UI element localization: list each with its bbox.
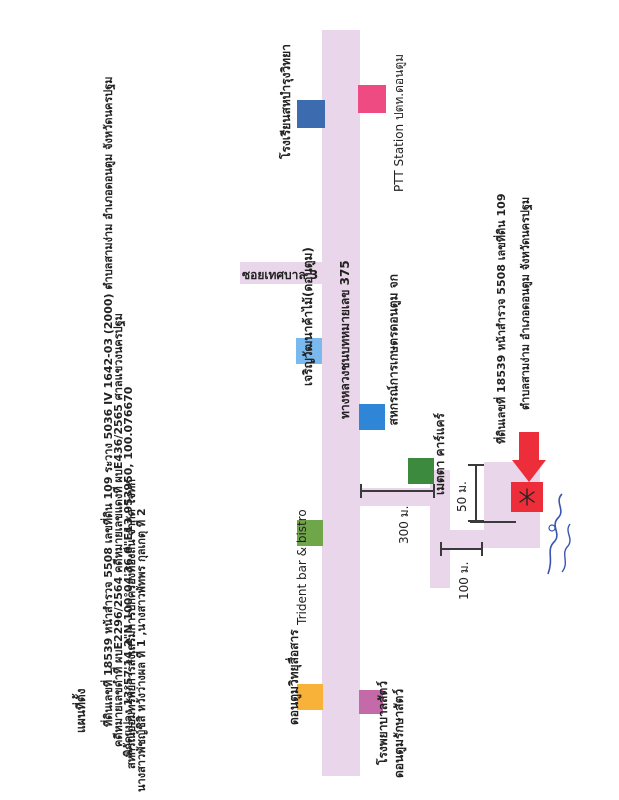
signature-scribble — [547, 493, 571, 575]
animal-hospital-marker — [359, 690, 383, 714]
coop-label: สหกรณ์การเกษตรดอนตูม จก — [386, 274, 401, 426]
dist-300-tick-b — [433, 484, 435, 498]
radio-shop-marker — [297, 684, 323, 710]
soi-tessaban-3-road — [240, 262, 322, 284]
dist-300-bar — [361, 490, 435, 492]
soi-label: ซอยเทศบาล 3 — [242, 268, 319, 282]
dist-100-bar — [441, 548, 483, 550]
dist-50-tick-top — [468, 464, 484, 466]
plot-asterisk-icon — [519, 488, 535, 506]
ptt-label: PTT Station ปตท.ดอนตูม — [392, 53, 406, 192]
side-road-horizontal — [360, 488, 432, 506]
school-label: โรงเรียนสหบำรุงวิทยา — [279, 44, 293, 159]
dist-50-tick-bottom — [468, 520, 484, 522]
school-marker — [297, 100, 325, 128]
dist-300-label: 300 ม. — [397, 505, 411, 544]
charoen-wattana-marker — [296, 338, 322, 364]
plot-pointer-arrow-icon — [512, 432, 546, 482]
animal-hospital-label-1: โรงพยาบาลสัตว์ — [376, 681, 390, 765]
side-road-vertical — [430, 470, 450, 588]
radio-shop-label: ดอนตูมวิทยุสื่อสาร — [287, 629, 301, 725]
dist-100-label: 100 ม. — [457, 561, 471, 600]
dist-50-line — [470, 521, 516, 523]
agri-coop-marker — [359, 404, 385, 430]
trident-bar-marker — [297, 520, 323, 546]
dist-50-vertical — [475, 464, 477, 522]
info-title: แผนที่ตั้ง — [74, 688, 88, 733]
plot-label-1: ที่ดินเลขที่ 18539 หน้าสำรวจ 5508 เลขที่… — [495, 193, 508, 444]
metta-carcare-marker — [408, 458, 434, 484]
info-line-5: นางสาวพัชญ์ชิสิ หวังว่างผล ที่ 1 ,นางสาว… — [135, 508, 148, 792]
metta-label: เมตตา คาร์แคร์ — [433, 413, 447, 495]
plot-label-2: ตำบลสามง่าม อำเภอดอนตูม จังหวัดนครปฐม — [519, 196, 532, 410]
highway-label: ทางหลวงชนบทหมายเลข 375 — [338, 260, 352, 419]
dist-300-tick-a — [360, 484, 362, 498]
highway-375-road — [322, 30, 360, 776]
animal-hospital-label-2: ดอนตูมรักษาสัตว์ — [392, 688, 406, 778]
plot-lane-connector — [440, 530, 540, 548]
dist-100-tick-a — [440, 542, 442, 556]
ptt-station-marker — [358, 85, 386, 113]
dist-50-label: 50 ม. — [455, 481, 469, 512]
trident-label: Trident bar & bistro — [295, 509, 309, 625]
dist-100-tick-b — [481, 542, 483, 556]
